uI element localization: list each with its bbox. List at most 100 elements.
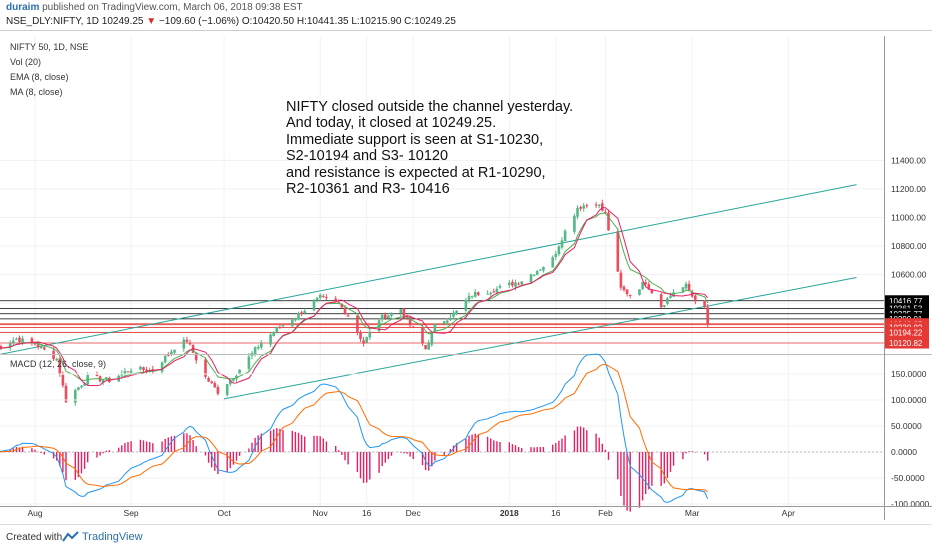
candle-body (542, 266, 545, 271)
macd-line (0, 353, 709, 503)
candle-body (126, 371, 130, 373)
level-tag (885, 327, 929, 339)
candle-body (123, 371, 127, 374)
time-tick-label: Mar (685, 508, 700, 518)
candle-body (368, 332, 372, 338)
candle-body (145, 369, 148, 372)
candle-body (58, 358, 62, 375)
candle-body (666, 298, 669, 304)
candle-body (607, 212, 610, 231)
author-name[interactable]: duraim (6, 2, 40, 13)
candle-body (343, 307, 347, 314)
candle-body (380, 314, 384, 320)
candle-body (55, 358, 58, 361)
candle-body (560, 240, 564, 248)
candle-body (229, 379, 232, 385)
time-tick-label: 16 (362, 508, 372, 518)
price-chart[interactable]: 11400.00 11200.00 11000.00 10800.00 10600.00… (0, 0, 932, 524)
publish-header: duraim published on TradingView.com, Mar… (6, 2, 303, 13)
time-tick-label: Sep (124, 508, 139, 518)
annotation-line: NIFTY closed outside the channel yesterd… (286, 99, 574, 115)
candle-body (622, 286, 626, 290)
candle-body (663, 305, 666, 307)
candle-body (303, 310, 306, 314)
candle-body (535, 271, 539, 275)
candle-body (464, 300, 468, 311)
candle-body (601, 203, 604, 211)
candle-body (628, 294, 632, 296)
annotation-line: R2-10361 and R3- 10416 (286, 180, 450, 197)
created-with-label: Created with (6, 532, 63, 543)
candle-body (312, 300, 316, 311)
time-tick-label: 16 (551, 508, 561, 518)
candle-body (604, 211, 607, 214)
candle-body (477, 292, 480, 296)
time-tick-label: Apr (782, 508, 795, 518)
candle-body (619, 272, 623, 288)
candle-body (334, 298, 337, 302)
candle-body (188, 342, 192, 345)
candle-body (532, 274, 536, 276)
level-label: 10120.82 (889, 339, 923, 348)
candle-body (625, 289, 629, 295)
macd-tick-label: 150.0000 (891, 369, 927, 379)
candle-body (641, 282, 644, 289)
candle-body (105, 377, 108, 379)
channel-lower-line (224, 276, 857, 400)
level-label: 10416.77 (889, 297, 923, 306)
indicator-label[interactable]: EMA (8, close) (10, 72, 69, 82)
symbol-header: NSE_DLY:NIFTY, 1D 10249.25 ▼ −109.60 (−1… (6, 16, 456, 27)
candle-body (681, 287, 685, 292)
candle-body (325, 296, 328, 298)
candle-body (644, 282, 647, 285)
candle-body (39, 346, 43, 349)
candle-body (539, 269, 542, 271)
candle-body (421, 326, 424, 344)
candle-body (142, 367, 145, 370)
candle-body (511, 281, 514, 286)
level-label: 10194.22 (889, 329, 923, 338)
candle-body (61, 374, 65, 386)
candle-body (8, 343, 12, 348)
time-tick-label: Nov (313, 508, 329, 518)
symbol-name: NSE_DLY:NIFTY, 1D (6, 16, 99, 27)
candle-body (170, 351, 173, 355)
indicator-label[interactable]: NIFTY 50, 1D, NSE (10, 42, 89, 52)
tradingview-brand[interactable]: TradingView (82, 531, 143, 543)
candle-body (597, 204, 601, 206)
macd-tick-label: 100.0000 (891, 395, 927, 405)
candle-body (216, 387, 220, 394)
macd-tick-label: 0.0000 (891, 447, 917, 457)
candle-body (238, 369, 241, 375)
candle-body (362, 340, 365, 344)
time-tick-label: Oct (217, 508, 231, 518)
candle-body (687, 283, 691, 291)
candle-body (225, 383, 229, 395)
candle-body (173, 349, 176, 353)
price-change: −109.60 (−1.06%) (158, 16, 240, 27)
time-tick-label: Aug (27, 508, 42, 518)
candle-body (30, 338, 34, 343)
candle-body (706, 307, 709, 325)
indicator-label[interactable]: MA (8, close) (10, 87, 63, 97)
candle-body (337, 302, 341, 304)
candle-body (247, 356, 251, 369)
candle-body (647, 284, 651, 290)
candle-body (101, 379, 105, 383)
candle-body (405, 315, 409, 318)
candle-body (694, 295, 697, 302)
candle-body (582, 205, 585, 209)
price-tick-label: 11400.00 (891, 155, 926, 165)
candle-body (269, 334, 272, 345)
annotation-line: S2-10194 and S3- 10120 (286, 148, 449, 165)
candle-body (77, 387, 80, 390)
publish-info: published on TradingView.com, March 06, … (42, 2, 303, 13)
candle-body (703, 300, 706, 307)
indicator-label[interactable]: Vol (20) (10, 57, 42, 67)
candle-body (194, 353, 198, 361)
ma-line (0, 207, 709, 387)
macd-legend[interactable]: MACD (12, 26, close, 9) (10, 359, 107, 369)
candle-body (486, 293, 489, 295)
candle-body (489, 292, 492, 295)
candle-body (402, 308, 406, 317)
